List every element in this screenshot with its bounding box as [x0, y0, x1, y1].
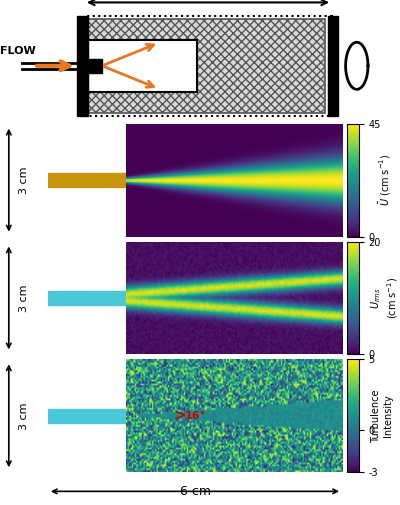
Bar: [48, 409, 126, 423]
Bar: [88, 19, 325, 113]
Bar: [328, 16, 338, 116]
Y-axis label: $\bar{U}$ (cm s$^{-1}$): $\bar{U}$ (cm s$^{-1}$): [378, 154, 392, 207]
Bar: [88, 40, 197, 92]
Text: >: >: [174, 408, 186, 423]
Bar: [48, 291, 126, 305]
Text: 3 cm: 3 cm: [19, 402, 29, 430]
Bar: [77, 16, 88, 116]
Text: 3 cm: 3 cm: [19, 166, 29, 194]
Y-axis label: $U_{rms}$
(cm s$^{-1}$): $U_{rms}$ (cm s$^{-1}$): [370, 277, 400, 319]
Y-axis label: Turbulence
Intensity: Turbulence Intensity: [372, 389, 393, 442]
Text: FLOW: FLOW: [0, 46, 36, 56]
Text: 6 cm: 6 cm: [180, 485, 210, 498]
Bar: [48, 173, 126, 187]
Bar: [88, 59, 102, 73]
Text: 3 cm: 3 cm: [19, 284, 29, 312]
Text: 16°: 16°: [184, 411, 206, 421]
